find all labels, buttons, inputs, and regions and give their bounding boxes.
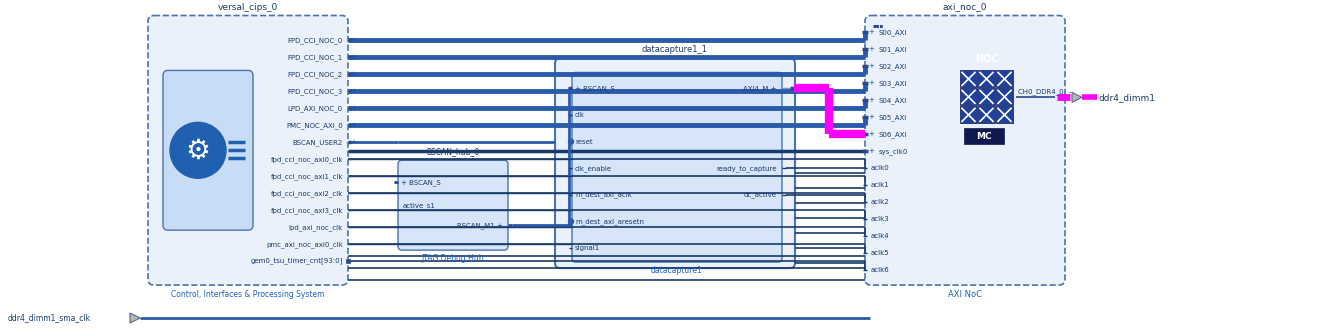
Text: m_dest_axi_aresetn: m_dest_axi_aresetn [575, 218, 644, 225]
Text: active_s1: active_s1 [402, 202, 436, 209]
Text: FPD_CCI_NOC_1: FPD_CCI_NOC_1 [288, 54, 343, 61]
Bar [996, 106, 1013, 123]
Bar [964, 128, 1004, 144]
Text: +: + [351, 122, 356, 128]
Circle shape [170, 122, 226, 178]
Text: +: + [869, 46, 874, 52]
Text: + BSCAN_S: + BSCAN_S [575, 85, 615, 92]
Bar [960, 106, 977, 123]
Text: ready_to_capture: ready_to_capture [717, 165, 777, 172]
FancyBboxPatch shape [555, 59, 795, 268]
Text: AXI4_M +: AXI4_M + [744, 85, 777, 92]
Text: clk_enable: clk_enable [575, 165, 612, 172]
Text: ▪▪▪: ▪▪▪ [872, 24, 884, 28]
Text: FPD_CCI_NOC_2: FPD_CCI_NOC_2 [288, 71, 343, 78]
Text: fpd_cci_noc_axi2_clk: fpd_cci_noc_axi2_clk [271, 190, 343, 197]
Text: ddr4_dimm1: ddr4_dimm1 [1100, 93, 1155, 102]
Text: fpd_cci_noc_axi0_clk: fpd_cci_noc_axi0_clk [271, 156, 343, 163]
Text: +: + [351, 105, 356, 111]
Text: FPD_CCI_NOC_0: FPD_CCI_NOC_0 [288, 37, 343, 44]
Text: gem0_tsu_timer_cnt[93:0]: gem0_tsu_timer_cnt[93:0] [251, 258, 343, 264]
Text: S01_AXI: S01_AXI [879, 46, 907, 53]
Bar [977, 106, 995, 123]
Text: S06_AXI: S06_AXI [879, 131, 907, 138]
Text: +: + [869, 131, 874, 137]
Text: dc_active: dc_active [744, 192, 777, 198]
Text: S00_AXI: S00_AXI [879, 29, 907, 36]
Text: AXI NoC: AXI NoC [948, 290, 981, 299]
Text: S03_AXI: S03_AXI [879, 80, 907, 87]
Text: reset: reset [575, 139, 592, 145]
Text: fpd_cci_noc_axi3_clk: fpd_cci_noc_axi3_clk [271, 207, 343, 213]
Text: CH0_DDR4_0  –: CH0_DDR4_0 – [1019, 88, 1072, 95]
Text: aclk0: aclk0 [871, 165, 890, 171]
FancyBboxPatch shape [865, 16, 1065, 285]
Text: ⚙: ⚙ [186, 136, 210, 164]
Text: +: + [351, 139, 356, 145]
Text: BSCAN_USER2: BSCAN_USER2 [292, 139, 343, 146]
Text: +: + [351, 54, 356, 61]
Text: PMC_NOC_AXI_0: PMC_NOC_AXI_0 [287, 122, 343, 129]
Text: MC: MC [976, 132, 992, 141]
Polygon shape [130, 313, 139, 323]
Text: m_dest_axi_aclk: m_dest_axi_aclk [575, 192, 632, 198]
Text: LPD_AXI_NOC_0: LPD_AXI_NOC_0 [288, 105, 343, 112]
Bar [960, 71, 977, 87]
Bar [977, 88, 995, 105]
Text: JTAG Debug Hub: JTAG Debug Hub [422, 254, 485, 263]
Text: BSCAN_M1 +: BSCAN_M1 + [457, 222, 503, 228]
Circle shape [568, 219, 574, 224]
FancyBboxPatch shape [398, 160, 509, 250]
Text: +: + [869, 80, 874, 86]
Text: NOC: NOC [975, 54, 999, 65]
Text: ddr4_dimm1_sma_clk: ddr4_dimm1_sma_clk [8, 313, 92, 322]
Text: versal_cips_0: versal_cips_0 [218, 3, 278, 12]
Text: +: + [869, 29, 874, 35]
Text: signal1: signal1 [575, 245, 600, 251]
Text: aclk2: aclk2 [871, 199, 890, 205]
Text: aclk3: aclk3 [871, 216, 890, 222]
Text: +: + [869, 114, 874, 120]
Text: +: + [869, 148, 874, 154]
Text: +: + [351, 71, 356, 77]
Text: aclk1: aclk1 [871, 182, 890, 188]
Text: Control, Interfaces & Processing System: Control, Interfaces & Processing System [171, 290, 325, 299]
FancyBboxPatch shape [572, 72, 782, 262]
Text: +: + [869, 64, 874, 70]
Text: clk: clk [575, 112, 586, 118]
Text: FPD_CCI_NOC_3: FPD_CCI_NOC_3 [288, 88, 343, 95]
Bar [977, 71, 995, 87]
Text: S05_AXI: S05_AXI [879, 114, 907, 121]
Bar [996, 88, 1013, 105]
Text: sys_clk0: sys_clk0 [879, 148, 908, 155]
Text: +: + [351, 37, 356, 43]
Text: datacapture1_1: datacapture1_1 [641, 45, 708, 54]
Text: fpd_cci_noc_axi1_clk: fpd_cci_noc_axi1_clk [271, 173, 343, 180]
Text: S04_AXI: S04_AXI [879, 97, 907, 104]
Text: pmc_axi_noc_axi0_clk: pmc_axi_noc_axi0_clk [266, 241, 343, 248]
Text: lpd_axi_noc_clk: lpd_axi_noc_clk [288, 224, 343, 231]
Circle shape [568, 139, 574, 144]
Text: S02_AXI: S02_AXI [879, 63, 907, 70]
Text: aclk4: aclk4 [871, 233, 890, 239]
Bar [996, 71, 1013, 87]
Polygon shape [1072, 92, 1082, 102]
Text: +: + [869, 97, 874, 103]
Text: + BSCAN_S: + BSCAN_S [401, 179, 441, 186]
Text: +: + [351, 88, 356, 94]
Bar [347, 259, 351, 263]
Text: aclk6: aclk6 [871, 267, 890, 273]
Text: datacapture1: datacapture1 [651, 266, 703, 275]
FancyBboxPatch shape [163, 71, 254, 230]
Bar [960, 88, 977, 105]
Text: aclk5: aclk5 [871, 250, 890, 256]
FancyBboxPatch shape [147, 16, 348, 285]
Text: axi_noc_0: axi_noc_0 [943, 3, 987, 12]
Text: BSCAN_hub_0: BSCAN_hub_0 [426, 147, 479, 156]
